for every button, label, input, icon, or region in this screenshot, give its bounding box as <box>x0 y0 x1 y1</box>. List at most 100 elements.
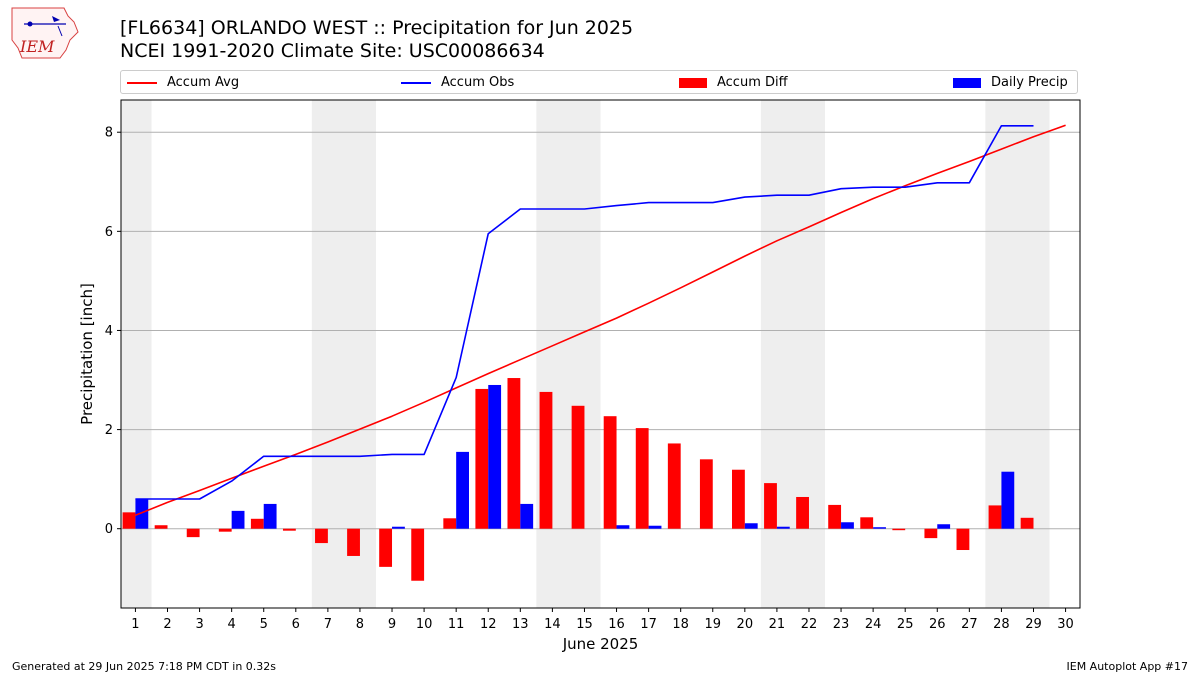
legend-label-accum-diff: Accum Diff <box>717 75 788 90</box>
x-tick-label-9: 9 <box>388 617 396 632</box>
legend-item-accum-diff: Accum Diff <box>679 74 788 92</box>
x-tick-label-30: 30 <box>1057 617 1074 632</box>
daily-precip-bar-day-23 <box>841 522 854 529</box>
x-tick-label-8: 8 <box>356 617 364 632</box>
x-tick-label-1: 1 <box>131 617 139 632</box>
accum-obs-line <box>135 125 1034 500</box>
accum-diff-bar-day-15 <box>571 405 585 529</box>
accum-diff-bar-day-29 <box>1020 517 1034 529</box>
y-tick-label-0: 0 <box>105 522 113 537</box>
daily-precip-bar-day-1 <box>135 498 149 529</box>
chart-subtitle: NCEI 1991-2020 Climate Site: USC00086634 <box>120 40 545 62</box>
x-axis-label: June 2025 <box>562 635 639 653</box>
x-tick-label-2: 2 <box>163 617 171 632</box>
accum-diff-bar-day-17 <box>635 428 649 529</box>
x-tick-label-6: 6 <box>292 617 300 632</box>
accum-diff-bar-day-23 <box>828 504 842 529</box>
legend-label-accum-obs: Accum Obs <box>441 75 515 90</box>
legend-item-accum-obs: Accum Obs <box>401 74 514 92</box>
accum-diff-bar-day-13 <box>507 378 521 529</box>
accum-diff-bar-day-1 <box>122 512 136 529</box>
footer-app: IEM Autoplot App #17 <box>1066 660 1189 673</box>
legend-swatch-accum-avg <box>127 81 157 84</box>
x-tick-label-16: 16 <box>608 617 625 632</box>
legend-label-accum-avg: Accum Avg <box>167 75 240 90</box>
legend-swatch-daily-precip <box>953 77 981 88</box>
plot-area <box>121 100 1080 608</box>
legend-swatch-accum-diff <box>679 77 707 88</box>
y-axis-label: Precipitation [inch] <box>78 283 96 425</box>
y-tick-label-6: 6 <box>105 225 113 240</box>
accum-diff-bar-day-21 <box>764 483 777 529</box>
y-tick-label-8: 8 <box>105 126 113 141</box>
legend-item-accum-avg: Accum Avg <box>127 74 239 92</box>
x-tick-label-18: 18 <box>672 617 689 632</box>
daily-precip-bar-day-5 <box>263 503 277 529</box>
daily-precip-bar-day-4 <box>231 510 245 529</box>
accum-diff-bar-day-25 <box>892 528 906 531</box>
accum-diff-bar-day-18 <box>667 443 681 529</box>
x-tick-label-28: 28 <box>993 617 1010 632</box>
x-tick-label-20: 20 <box>737 617 754 632</box>
accum-diff-bar-day-16 <box>603 416 617 529</box>
legend-item-daily-precip: Daily Precip <box>953 74 1068 92</box>
legend-label-daily-precip: Daily Precip <box>991 75 1068 90</box>
chart-title: [FL6634] ORLANDO WEST :: Precipitation f… <box>120 17 634 39</box>
x-tick-label-23: 23 <box>833 617 850 632</box>
x-tick-label-10: 10 <box>416 617 433 632</box>
x-tick-label-12: 12 <box>480 617 497 632</box>
weekend-band-3 <box>536 100 601 608</box>
accum-diff-bar-day-11 <box>443 518 457 529</box>
daily-precip-bar-day-28 <box>1001 471 1015 529</box>
accum-diff-bar-day-4 <box>218 528 232 532</box>
x-tick-label-3: 3 <box>195 617 203 632</box>
x-tick-label-7: 7 <box>324 617 332 632</box>
weekend-band-2 <box>311 100 376 608</box>
accum-diff-bar-day-12 <box>475 388 489 529</box>
x-tick-label-26: 26 <box>929 617 946 632</box>
accum-diff-bar-day-28 <box>988 505 1002 529</box>
accum-diff-bar-day-19 <box>699 459 713 529</box>
accum-diff-bar-day-10 <box>411 528 425 581</box>
x-tick-label-25: 25 <box>897 617 914 632</box>
x-tick-label-27: 27 <box>961 617 978 632</box>
x-tick-label-13: 13 <box>512 617 529 632</box>
x-tick-label-15: 15 <box>576 617 593 632</box>
x-tick-label-24: 24 <box>865 617 882 632</box>
weekend-band-4 <box>760 100 826 608</box>
daily-precip-bar-day-16 <box>616 525 630 529</box>
accum-diff-bar-day-27 <box>956 528 970 551</box>
daily-precip-bar-day-13 <box>520 503 534 529</box>
daily-precip-bar-day-20 <box>744 523 758 529</box>
footer-generated: Generated at 29 Jun 2025 7:18 PM CDT in … <box>12 660 277 673</box>
accum-diff-bar-day-24 <box>860 517 874 529</box>
x-tick-label-22: 22 <box>801 617 818 632</box>
legend: Accum Avg Accum Obs Accum Diff Daily Pre… <box>120 70 1078 94</box>
accum-diff-bar-day-3 <box>186 528 200 538</box>
accum-diff-bar-day-9 <box>379 528 393 567</box>
x-tick-label-19: 19 <box>704 617 721 632</box>
accum-diff-bar-day-26 <box>924 528 938 539</box>
accum-diff-bar-day-22 <box>796 496 809 529</box>
accum-diff-bar-day-5 <box>250 518 264 529</box>
legend-swatch-accum-obs <box>401 81 431 84</box>
x-tick-label-29: 29 <box>1025 617 1042 632</box>
accum-diff-bar-day-6 <box>282 528 296 531</box>
x-tick-label-11: 11 <box>448 617 465 632</box>
daily-precip-bar-day-21 <box>776 526 790 529</box>
y-tick-label-4: 4 <box>105 324 113 339</box>
x-tick-label-5: 5 <box>260 617 268 632</box>
x-tick-label-4: 4 <box>228 617 236 632</box>
accum-diff-bar-day-14 <box>539 391 553 529</box>
x-tick-label-17: 17 <box>640 617 657 632</box>
plot-frame <box>120 99 1081 609</box>
iem-logo: IEM <box>11 7 79 59</box>
x-tick-label-14: 14 <box>544 617 561 632</box>
accum-diff-bar-day-2 <box>154 525 168 529</box>
weekend-band-5 <box>985 100 1050 608</box>
x-tick-label-21: 21 <box>769 617 786 632</box>
daily-precip-bar-day-9 <box>392 526 405 529</box>
weekend-band-1 <box>121 100 152 608</box>
accum-diff-bar-day-8 <box>347 528 360 556</box>
